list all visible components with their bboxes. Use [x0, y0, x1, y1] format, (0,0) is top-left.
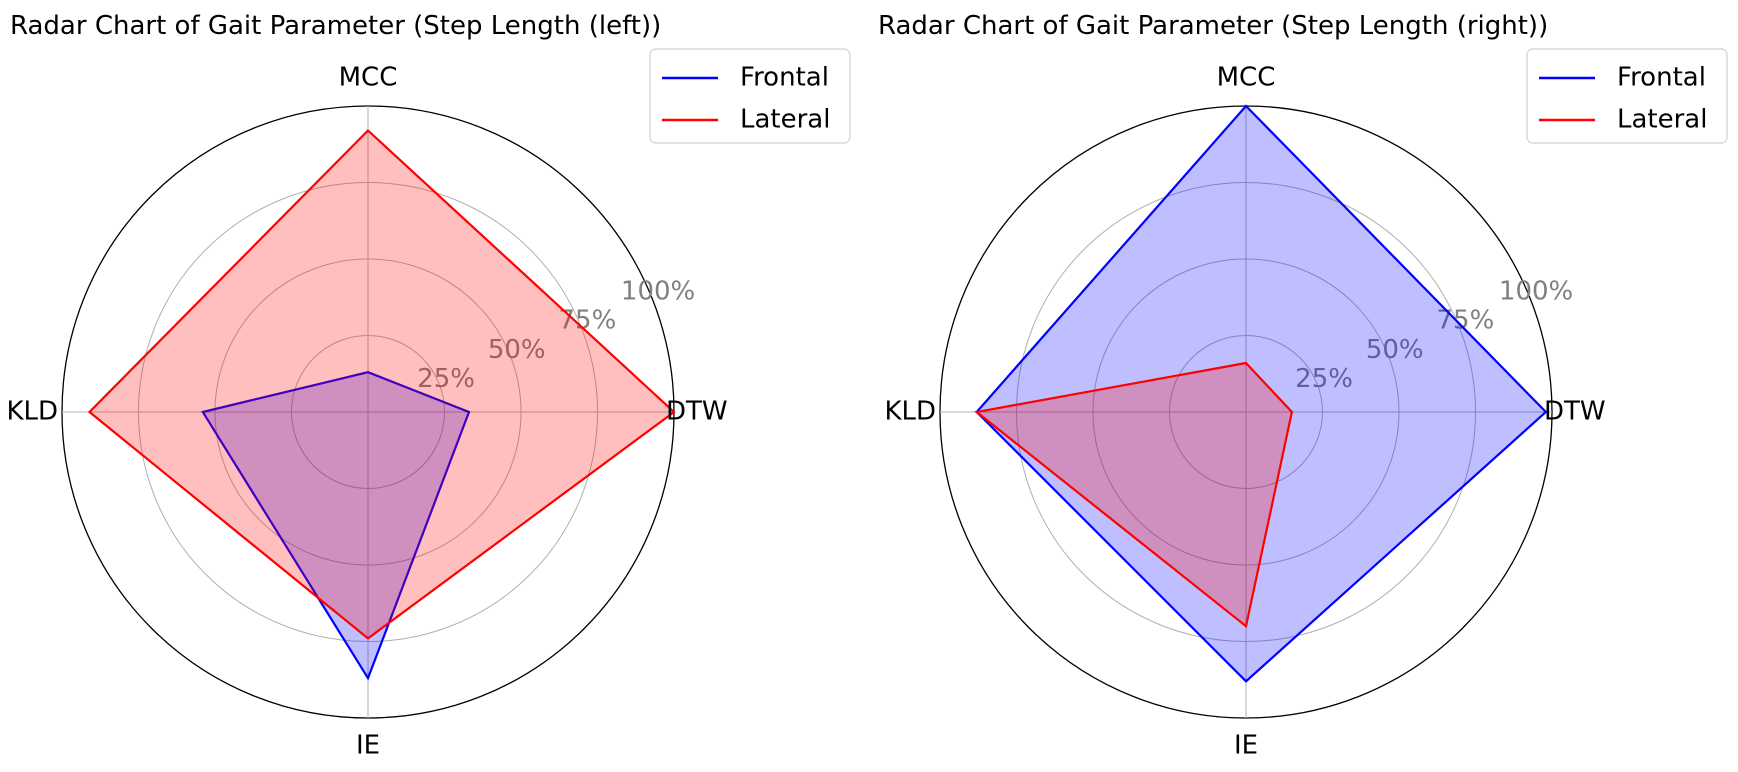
radar-chart-2: Radar Chart of Gait Parameter (Step Leng…	[878, 11, 1728, 761]
legend-label-lateral: Lateral	[740, 105, 830, 135]
chart-title: Radar Chart of Gait Parameter (Step Leng…	[878, 11, 1548, 41]
legend: Frontal Lateral	[649, 48, 851, 144]
legend-label-frontal: Frontal	[1617, 63, 1706, 93]
series-area-frontal	[202, 372, 470, 679]
legend-label-frontal: Frontal	[740, 63, 829, 93]
axis-label-mcc: MCC	[1217, 63, 1276, 93]
radial-tick-label: 50%	[1366, 335, 1424, 365]
radar-chart-1: Radar Chart of Gait Parameter (Step Leng…	[6, 11, 851, 761]
series-line-frontal	[201, 371, 471, 681]
axis-label-mcc: MCC	[339, 63, 398, 93]
series-area-lateral	[976, 363, 1292, 627]
radial-tick-label: 100%	[621, 276, 695, 306]
series-area-frontal	[976, 106, 1546, 682]
axis-label-ie: IE	[1234, 731, 1258, 761]
axis-label-dtw: DTW	[666, 397, 728, 427]
series-line-lateral	[87, 128, 676, 640]
legend-label-lateral: Lateral	[1617, 105, 1707, 135]
radial-tick-label: 25%	[1295, 364, 1353, 394]
axis-label-kld: KLD	[6, 397, 58, 427]
axis-label-kld: KLD	[884, 397, 936, 427]
radial-tick-label: 50%	[488, 335, 546, 365]
radial-tick-label: 75%	[559, 306, 617, 336]
series-area-lateral	[89, 130, 674, 639]
axis-label-dtw: DTW	[1544, 397, 1606, 427]
legend: Frontal Lateral	[1526, 48, 1728, 144]
radial-tick-label: 25%	[417, 364, 475, 394]
series-line-lateral	[974, 361, 1294, 629]
axis-label-ie: IE	[356, 731, 380, 761]
radial-tick-label: 100%	[1499, 276, 1573, 306]
chart-title: Radar Chart of Gait Parameter (Step Leng…	[10, 11, 661, 41]
series-line-frontal	[975, 104, 1548, 683]
